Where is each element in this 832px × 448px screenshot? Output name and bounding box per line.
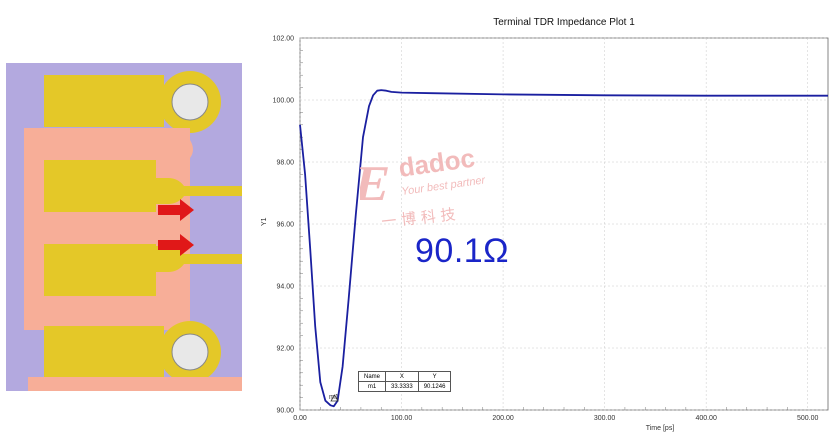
arrow-1 bbox=[158, 199, 194, 221]
bottom-pad bbox=[44, 326, 164, 378]
y-tick-label: 90.00 bbox=[276, 408, 294, 415]
marker-table: Name X Y m1 33.3333 90.1246 bbox=[357, 371, 452, 392]
arrow-2 bbox=[158, 234, 194, 256]
y-tick-label: 100.00 bbox=[273, 98, 295, 105]
bottom-plane bbox=[28, 377, 242, 391]
pcb-layout-image bbox=[6, 63, 242, 391]
marker-name: m1 bbox=[357, 381, 387, 392]
tdr-chart: 90.00 92.00 94.00 96.00 98.00 100.00 102.00 0.… bbox=[261, 36, 829, 432]
x-tick-label: 300.00 bbox=[594, 415, 616, 422]
header-x: X bbox=[385, 371, 419, 382]
bottom-via-hole bbox=[171, 333, 209, 371]
y-tick-label: 98.00 bbox=[276, 160, 294, 167]
marker-m1: m1 bbox=[329, 394, 339, 402]
signal-pad-1 bbox=[44, 160, 156, 212]
x-tick-label: 500.00 bbox=[797, 415, 819, 422]
signal-pad-2 bbox=[44, 244, 156, 296]
top-via-hole bbox=[171, 83, 209, 121]
x-tick-label: 0.00 bbox=[293, 415, 307, 422]
top-pad bbox=[44, 75, 164, 127]
marker-y: 90.1246 bbox=[417, 381, 452, 392]
series-line-0 bbox=[299, 89, 828, 408]
y-axis-label: Y1 bbox=[261, 217, 268, 226]
grid bbox=[299, 37, 828, 411]
y-tick-label: 102.00 bbox=[273, 36, 295, 43]
marker-table-row: m1 33.3333 90.1246 bbox=[357, 381, 452, 392]
x-tick-label: 200.00 bbox=[492, 415, 514, 422]
x-tick-label: 400.00 bbox=[695, 415, 717, 422]
series-group bbox=[299, 89, 828, 408]
y-tick-label: 96.00 bbox=[276, 222, 294, 229]
chart-title: Terminal TDR Impedance Plot 1 bbox=[493, 17, 635, 28]
marker-x: 33.3333 bbox=[385, 381, 419, 392]
y-tick-label: 92.00 bbox=[276, 346, 294, 353]
signal-trace-2 bbox=[156, 246, 242, 272]
y-tick-labels: 90.00 92.00 94.00 96.00 98.00 100.00 102.00 bbox=[273, 36, 295, 415]
svg-text:m1: m1 bbox=[329, 394, 339, 401]
reference-plane bbox=[24, 128, 193, 330]
header-y: Y bbox=[417, 371, 452, 382]
x-axis-label: Time [ps] bbox=[646, 425, 675, 432]
impedance-annotation: 90.1Ω bbox=[415, 232, 510, 270]
y-tick-label: 94.00 bbox=[276, 284, 294, 291]
x-tick-labels: 0.00 100.00 200.00 300.00 400.00 500.00 bbox=[293, 415, 818, 422]
x-tick-label: 100.00 bbox=[391, 415, 413, 422]
header-name: Name bbox=[357, 371, 387, 382]
marker-table-header: Name X Y bbox=[357, 371, 452, 382]
signal-trace-1 bbox=[156, 178, 242, 204]
